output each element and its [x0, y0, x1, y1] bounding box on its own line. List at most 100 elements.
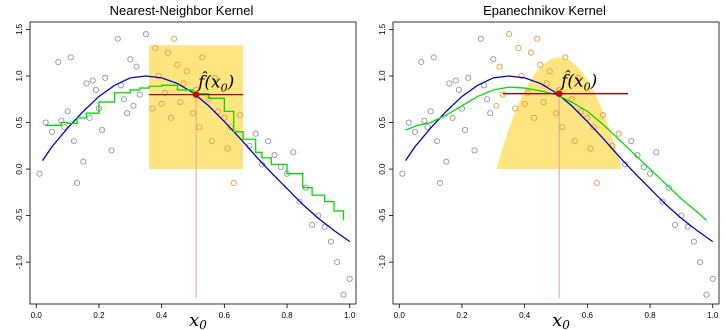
chart-title: Epanechnikov Kernel [483, 3, 606, 18]
data-point [499, 91, 506, 98]
data-point [640, 164, 647, 171]
data-point [515, 45, 522, 52]
data-point [189, 110, 197, 117]
data-point [152, 45, 159, 52]
data-point [346, 275, 353, 282]
x-tick-label: 0.8 [644, 311, 656, 320]
data-point [252, 130, 259, 137]
data-point [537, 61, 544, 68]
data-point [70, 138, 77, 145]
data-point [48, 128, 55, 135]
x-tick-label: 1.0 [344, 311, 356, 320]
data-point [230, 179, 237, 187]
data-point [215, 108, 222, 115]
data-point [327, 238, 334, 245]
data-point [418, 58, 425, 66]
data-point [465, 74, 472, 81]
fhat-label: f̂(x0) [196, 72, 234, 95]
data-point [424, 124, 431, 131]
data-point [183, 68, 190, 75]
data-point [236, 112, 244, 119]
data-point [340, 291, 347, 298]
chart-title: Nearest-Neighbor Kernel [109, 3, 254, 18]
x-tick-label: 0.8 [281, 311, 293, 320]
data-point [659, 198, 666, 205]
data-point [321, 223, 328, 230]
data-point [709, 275, 716, 282]
data-point [518, 72, 525, 80]
data-point [174, 61, 181, 68]
data-point [534, 35, 541, 42]
data-point [42, 119, 49, 126]
data-point [462, 126, 469, 134]
data-point [208, 138, 215, 145]
data-point [334, 259, 341, 266]
x-tick-label: 0.4 [156, 311, 168, 320]
data-point [114, 35, 121, 42]
data-point [487, 110, 494, 117]
data-point [653, 149, 660, 156]
y-tick-label: 0.5 [15, 116, 24, 128]
x-tick-label: 0.6 [582, 311, 594, 320]
data-point [155, 72, 162, 80]
x-tick-label: 0.2 [93, 311, 105, 320]
data-point [120, 96, 128, 103]
data-point [399, 170, 406, 177]
data-point [290, 149, 297, 156]
data-point [164, 49, 171, 56]
data-point [543, 80, 550, 87]
data-point [271, 152, 278, 159]
data-point [483, 96, 491, 103]
data-point [224, 145, 231, 152]
x0-axis-label: x0 [552, 310, 570, 330]
data-point [430, 54, 437, 61]
fhat-label: f̂(x0) [559, 71, 597, 94]
data-point [471, 147, 478, 154]
data-point [571, 138, 578, 145]
data-point [599, 112, 607, 119]
y-tick-label: 0.5 [378, 116, 387, 128]
data-point [421, 117, 428, 124]
data-point [628, 138, 635, 145]
x-tick-label: 0.4 [519, 311, 531, 320]
data-point [505, 31, 513, 38]
fitted-curve [45, 84, 345, 221]
data-point [73, 179, 81, 187]
fit-point [555, 90, 563, 97]
data-point [177, 98, 184, 106]
x0-axis-label: x0 [189, 310, 207, 330]
x-tick-label: 0.2 [456, 311, 468, 320]
data-point [703, 291, 710, 298]
data-point [578, 108, 585, 115]
data-point [559, 124, 566, 131]
data-point [265, 138, 272, 145]
data-point [124, 110, 131, 117]
data-point [540, 98, 547, 106]
data-point [512, 105, 519, 112]
data-point [584, 114, 591, 121]
data-point [455, 86, 462, 93]
data-point [690, 238, 697, 245]
y-tick-label: 1.5 [378, 23, 387, 35]
data-point [296, 198, 303, 205]
data-point [546, 68, 553, 75]
data-point [168, 114, 175, 121]
data-point [427, 108, 434, 115]
data-point [552, 110, 560, 117]
data-point [99, 126, 106, 134]
data-point [83, 80, 90, 87]
y-tick-label: -0.5 [15, 208, 24, 222]
data-point [562, 54, 569, 61]
data-point [130, 102, 137, 109]
plot-frame [392, 21, 720, 305]
data-point [574, 74, 581, 81]
data-point [443, 158, 450, 165]
data-point [496, 63, 503, 70]
plot-frame [29, 21, 357, 305]
data-point [527, 49, 534, 56]
data-point [665, 184, 672, 191]
y-tick-label: -1.0 [378, 255, 387, 269]
x-tick-label: 0.0 [394, 311, 406, 320]
data-point [102, 74, 109, 81]
